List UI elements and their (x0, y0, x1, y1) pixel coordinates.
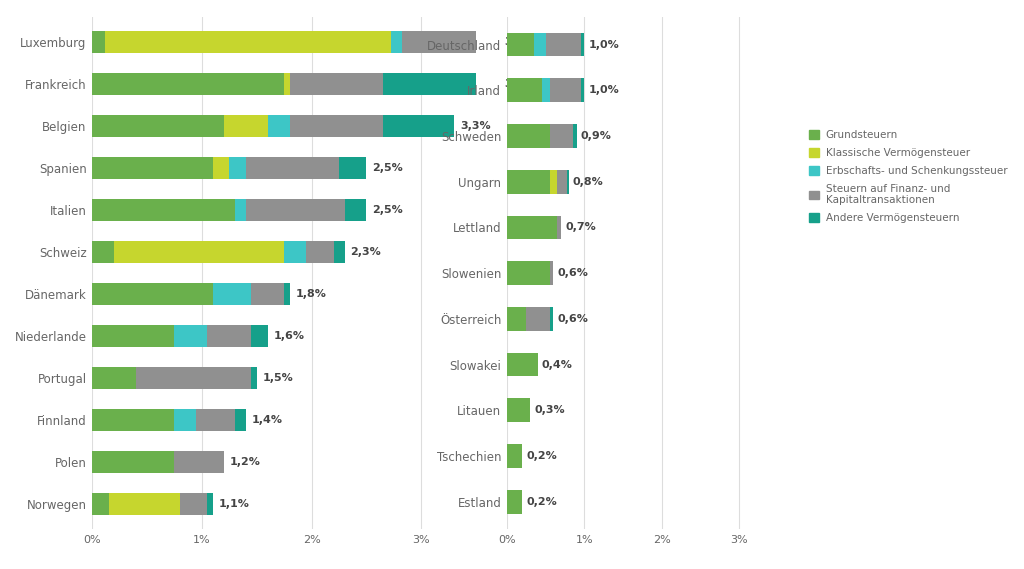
Bar (507, 124, 550, 148)
Bar (507, 170, 550, 193)
Bar (92, 367, 136, 389)
Text: 3,7%: 3,7% (504, 37, 535, 47)
Bar (92, 157, 213, 179)
Bar (383, 73, 498, 95)
Bar (507, 353, 538, 377)
Bar (284, 73, 290, 95)
Bar (566, 170, 569, 193)
Bar (535, 32, 546, 56)
Bar (550, 307, 553, 331)
Text: 0,3%: 0,3% (535, 405, 565, 415)
Bar (550, 124, 572, 148)
Text: 0,2%: 0,2% (526, 497, 557, 507)
Bar (484, 31, 498, 53)
Text: 2,5%: 2,5% (372, 163, 403, 173)
Bar (92, 241, 114, 263)
Bar (174, 409, 197, 431)
Bar (507, 79, 542, 102)
Bar (207, 325, 251, 347)
Bar (507, 261, 550, 285)
Bar (284, 283, 290, 305)
Bar (234, 199, 246, 221)
Bar (581, 32, 585, 56)
Bar (92, 31, 105, 53)
Bar (290, 73, 383, 95)
Text: 0,2%: 0,2% (526, 451, 557, 461)
Text: 0,8%: 0,8% (573, 176, 604, 187)
Bar (92, 451, 174, 473)
Bar (136, 367, 251, 389)
Legend: Grundsteuern, Klassische Vermögensteuer, Erbschafts- und Schenkungssteuer, Steue: Grundsteuern, Klassische Vermögensteuer,… (809, 130, 1008, 223)
Bar (92, 199, 234, 221)
Bar (105, 31, 390, 53)
Bar (507, 444, 522, 468)
Bar (550, 170, 557, 193)
Bar (92, 409, 174, 431)
Bar (284, 241, 306, 263)
Text: 0,4%: 0,4% (542, 360, 572, 370)
Bar (581, 79, 585, 102)
Bar (507, 32, 535, 56)
Bar (213, 283, 251, 305)
Bar (251, 367, 257, 389)
Text: 2,5%: 2,5% (372, 205, 403, 215)
Bar (339, 157, 367, 179)
Bar (290, 116, 383, 137)
Text: 3,3%: 3,3% (460, 121, 490, 131)
Text: 2,3%: 2,3% (350, 247, 381, 257)
Bar (92, 493, 109, 515)
Bar (246, 199, 344, 221)
Bar (507, 307, 526, 331)
Bar (92, 283, 213, 305)
Bar (174, 325, 207, 347)
Bar (114, 241, 284, 263)
Text: 1,0%: 1,0% (589, 39, 620, 50)
Bar (267, 116, 290, 137)
Bar (401, 31, 483, 53)
Bar (180, 493, 207, 515)
Bar (507, 398, 530, 422)
Bar (251, 283, 285, 305)
Bar (246, 157, 339, 179)
Bar (334, 241, 344, 263)
Text: 1,1%: 1,1% (218, 499, 250, 509)
Text: 0,9%: 0,9% (581, 131, 611, 141)
Bar (234, 409, 246, 431)
Bar (92, 325, 174, 347)
Bar (390, 31, 401, 53)
Bar (251, 325, 267, 347)
Bar (174, 451, 224, 473)
Bar (229, 157, 246, 179)
Bar (546, 32, 581, 56)
Bar (507, 490, 522, 514)
Text: 1,5%: 1,5% (262, 373, 293, 383)
Bar (207, 493, 213, 515)
Bar (224, 116, 267, 137)
Bar (550, 261, 553, 285)
Bar (92, 116, 224, 137)
Bar (344, 199, 367, 221)
Text: 1,0%: 1,0% (589, 85, 620, 95)
Bar (572, 124, 577, 148)
Text: 0,7%: 0,7% (565, 222, 596, 232)
Text: 1,4%: 1,4% (252, 415, 283, 425)
Bar (109, 493, 180, 515)
Text: 1,6%: 1,6% (273, 331, 304, 341)
Text: 1,8%: 1,8% (295, 289, 327, 299)
Text: 3,7%: 3,7% (504, 79, 535, 89)
Bar (557, 170, 566, 193)
Text: 0,6%: 0,6% (557, 314, 589, 324)
Bar (383, 116, 455, 137)
Text: 1,2%: 1,2% (229, 457, 260, 467)
Bar (507, 216, 557, 240)
Bar (542, 79, 550, 102)
Text: 0,6%: 0,6% (557, 268, 589, 278)
Bar (213, 157, 229, 179)
Bar (92, 73, 284, 95)
Bar (550, 79, 581, 102)
Bar (306, 241, 334, 263)
Bar (557, 216, 561, 240)
Bar (197, 409, 234, 431)
Bar (526, 307, 550, 331)
